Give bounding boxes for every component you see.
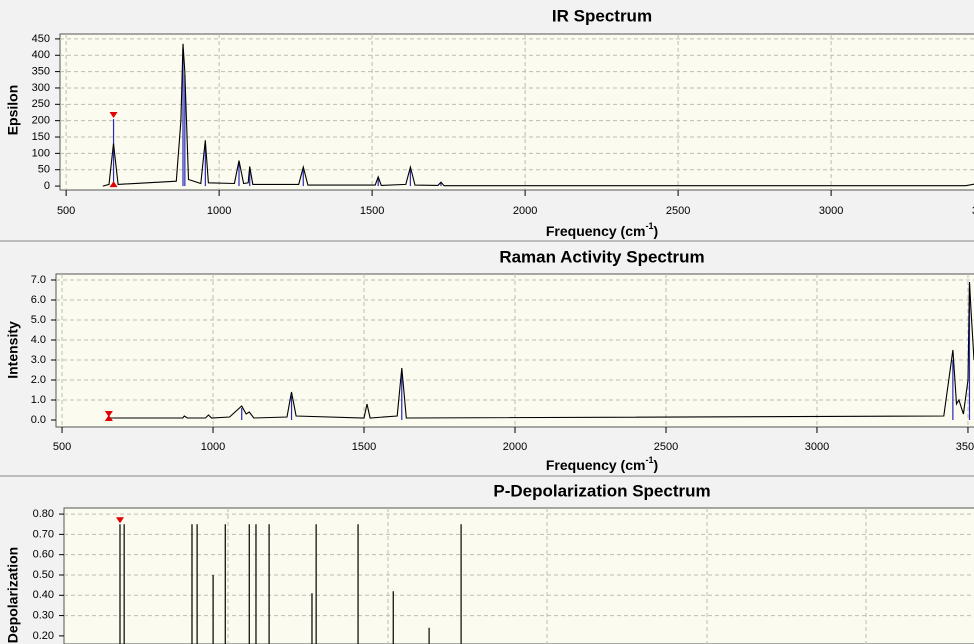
y-tick-label: 7.0 — [31, 274, 46, 286]
y-tick-label: 450 — [32, 33, 50, 45]
y-tick-label: 0.40 — [33, 589, 54, 601]
spectrum-curve — [107, 281, 974, 419]
y-tick-label: 0.70 — [33, 528, 54, 540]
selection-marker — [104, 415, 113, 421]
y-tick-label: 5.0 — [31, 314, 46, 326]
y-tick-label: 400 — [32, 49, 50, 61]
x-tick-label: 1500 — [360, 205, 384, 217]
y-tick-label: 3.0 — [31, 354, 46, 366]
x-tick-label: 2500 — [654, 441, 678, 453]
selection-marker — [109, 181, 118, 188]
y-tick-label: 150 — [32, 131, 50, 143]
y-tick-label: 2.0 — [31, 374, 46, 386]
x-tick-label: 500 — [53, 441, 71, 453]
y-tick-label: 0.60 — [33, 549, 54, 561]
x-tick-label: 500 — [57, 205, 75, 217]
y-tick-label: 0.20 — [33, 630, 54, 642]
x-axis-label-end: ) — [653, 223, 658, 239]
selection-marker — [104, 411, 113, 417]
y-axis-label: Depolarization — [5, 547, 21, 643]
x-tick-label: 1000 — [207, 205, 231, 217]
x-axis-label-text: Frequency (cm — [546, 223, 646, 239]
y-axis-label: Epsilon — [5, 85, 21, 136]
y-tick-label: 0.30 — [33, 609, 54, 621]
x-tick-label: 3000 — [805, 441, 829, 453]
plot-area — [63, 507, 974, 644]
x-tick-label: 2000 — [503, 441, 527, 453]
x-axis-label-sup: -1 — [645, 221, 653, 231]
x-tick-label: 1000 — [201, 441, 225, 453]
chart-title: P-Depolarization Spectrum — [493, 481, 710, 500]
y-tick-label: 350 — [32, 66, 50, 78]
y-tick-label: 1.0 — [31, 394, 46, 406]
selection-marker — [115, 517, 124, 524]
y-tick-label: 300 — [32, 82, 50, 94]
x-axis-label-sup: -1 — [645, 455, 653, 465]
x-tick-label: 2500 — [666, 205, 690, 217]
selection-marker — [109, 112, 118, 119]
y-tick-label: 6.0 — [31, 294, 46, 306]
x-tick-label: 2000 — [513, 205, 537, 217]
y-tick-label: 4.0 — [31, 334, 46, 346]
y-tick-label: 200 — [32, 115, 50, 127]
y-tick-label: 50 — [38, 164, 50, 176]
y-axis-label: Intensity — [5, 321, 21, 379]
y-tick-label: 0 — [44, 180, 50, 192]
y-tick-label: 100 — [32, 147, 50, 159]
y-tick-label: 0.80 — [33, 508, 54, 520]
x-axis-label: Frequency (cm-1) — [546, 221, 658, 238]
x-tick-label: 3000 — [819, 205, 843, 217]
x-axis-label: Frequency (cm-1) — [546, 455, 658, 472]
y-tick-label: 0.0 — [31, 414, 46, 426]
spectrum-curve — [102, 43, 974, 187]
x-tick-label: 3500 — [956, 441, 974, 453]
chart-title: IR Spectrum — [552, 6, 652, 25]
plot-area — [59, 33, 974, 191]
x-axis-label-end: ) — [653, 457, 658, 473]
chart-title: Raman Activity Spectrum — [499, 247, 704, 266]
x-tick-label: 1500 — [352, 441, 376, 453]
x-tick-label: 3500 — [972, 205, 974, 217]
x-axis-label-text: Frequency (cm — [546, 457, 646, 473]
y-tick-label: 250 — [32, 98, 50, 110]
y-tick-label: 0.50 — [33, 569, 54, 581]
